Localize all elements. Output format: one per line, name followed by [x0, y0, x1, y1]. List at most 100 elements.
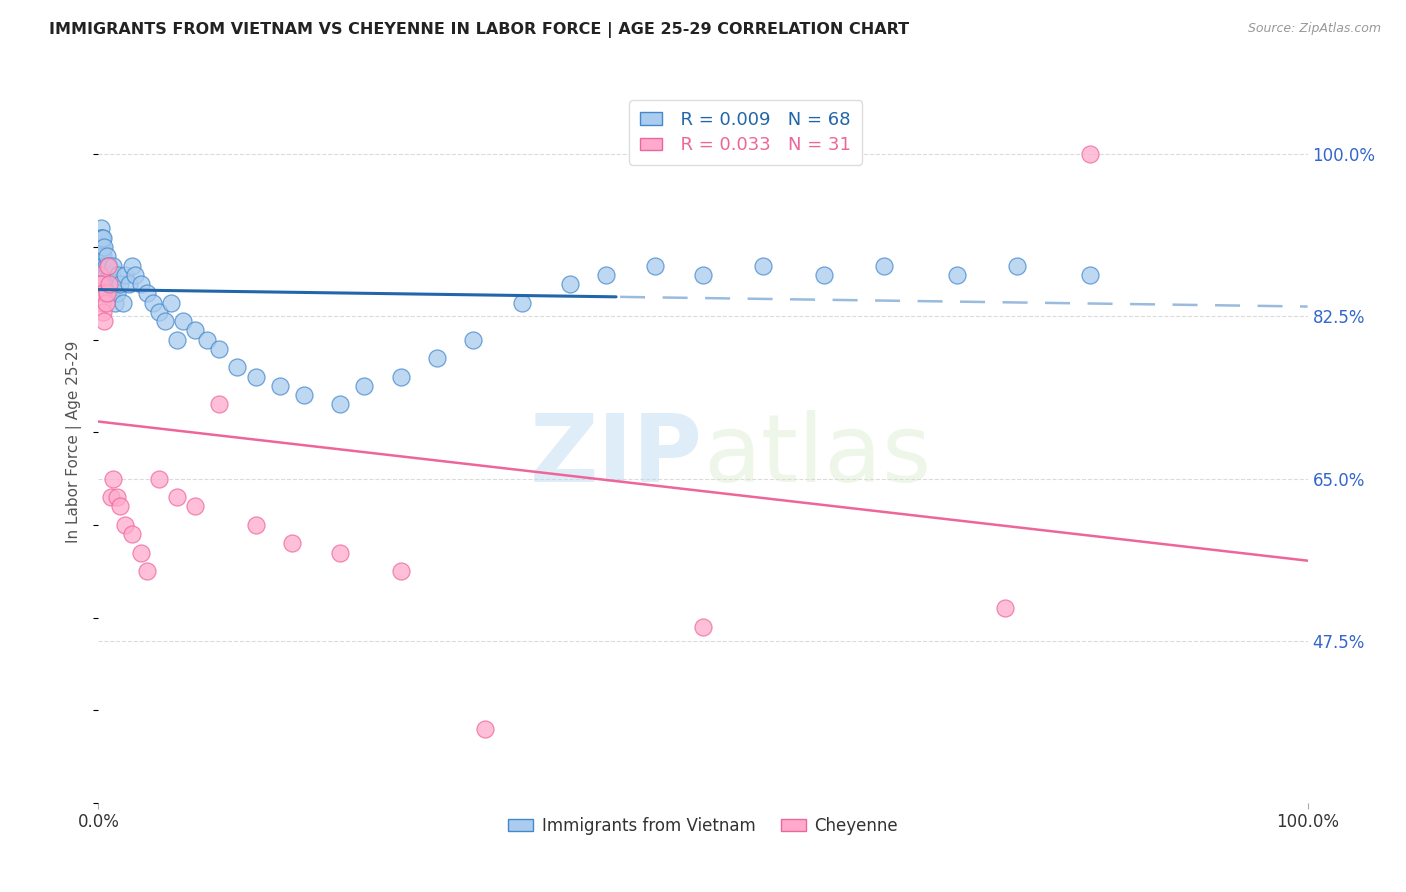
Point: [269, 379, 291, 393]
Point: [245, 369, 267, 384]
Point: [93, 314, 115, 328]
Point: [292, 388, 315, 402]
Point: [135, 564, 157, 578]
Point: [105, 286, 128, 301]
Point: [90, 249, 112, 263]
Point: [101, 259, 124, 273]
Point: [172, 314, 194, 328]
Point: [93, 240, 115, 254]
Point: [89, 277, 111, 291]
Point: [91, 259, 114, 273]
Point: [208, 342, 231, 356]
Point: [101, 472, 124, 486]
Point: [692, 620, 714, 634]
Point: [98, 259, 121, 273]
Text: atlas: atlas: [703, 410, 931, 502]
Point: [873, 259, 896, 273]
Point: [135, 286, 157, 301]
Point: [98, 277, 121, 291]
Point: [98, 268, 121, 282]
Point: [108, 277, 131, 291]
Point: [329, 546, 352, 560]
Point: [97, 259, 120, 273]
Point: [96, 249, 118, 263]
Point: [184, 500, 207, 514]
Point: [94, 259, 117, 273]
Point: [353, 379, 375, 393]
Point: [105, 490, 128, 504]
Y-axis label: In Labor Force | Age 25-29: In Labor Force | Age 25-29: [66, 341, 83, 542]
Point: [166, 490, 188, 504]
Text: ZIP: ZIP: [530, 410, 703, 502]
Point: [91, 249, 114, 263]
Point: [160, 295, 183, 310]
Point: [474, 722, 496, 736]
Point: [245, 517, 267, 532]
Point: [97, 286, 120, 301]
Point: [90, 221, 112, 235]
Point: [195, 333, 218, 347]
Point: [89, 268, 111, 282]
Point: [90, 231, 112, 245]
Point: [426, 351, 449, 366]
Point: [96, 286, 118, 301]
Point: [148, 472, 170, 486]
Legend: Immigrants from Vietnam, Cheyenne: Immigrants from Vietnam, Cheyenne: [502, 810, 904, 841]
Point: [510, 295, 533, 310]
Point: [129, 546, 152, 560]
Point: [100, 268, 122, 282]
Point: [118, 277, 141, 291]
Point: [389, 369, 412, 384]
Point: [97, 259, 120, 273]
Point: [114, 517, 136, 532]
Point: [94, 268, 117, 282]
Point: [153, 314, 176, 328]
Point: [1078, 147, 1101, 161]
Point: [91, 240, 114, 254]
Text: IMMIGRANTS FROM VIETNAM VS CHEYENNE IN LABOR FORCE | AGE 25-29 CORRELATION CHART: IMMIGRANTS FROM VIETNAM VS CHEYENNE IN L…: [49, 22, 910, 38]
Point: [644, 259, 666, 273]
Point: [91, 268, 114, 282]
Point: [103, 277, 125, 291]
Point: [226, 360, 249, 375]
Point: [91, 305, 114, 319]
Point: [129, 277, 152, 291]
Point: [94, 295, 117, 310]
Point: [91, 231, 114, 245]
Point: [994, 601, 1017, 615]
Point: [595, 268, 617, 282]
Point: [124, 268, 146, 282]
Point: [281, 536, 304, 550]
Point: [208, 397, 231, 411]
Point: [90, 277, 112, 291]
Point: [111, 295, 134, 310]
Point: [91, 286, 114, 301]
Point: [463, 333, 485, 347]
Point: [389, 564, 412, 578]
Point: [329, 397, 352, 411]
Point: [1078, 268, 1101, 282]
Point: [148, 305, 170, 319]
Point: [166, 333, 188, 347]
Point: [91, 259, 114, 273]
Text: Source: ZipAtlas.com: Source: ZipAtlas.com: [1247, 22, 1381, 36]
Point: [813, 268, 835, 282]
Point: [114, 268, 136, 282]
Point: [91, 295, 114, 310]
Point: [107, 268, 129, 282]
Point: [93, 277, 115, 291]
Point: [96, 277, 118, 291]
Point: [100, 286, 122, 301]
Point: [692, 268, 714, 282]
Point: [108, 500, 131, 514]
Point: [91, 231, 114, 245]
Point: [89, 231, 111, 245]
Point: [142, 295, 165, 310]
Point: [100, 277, 122, 291]
Point: [104, 295, 127, 310]
Point: [89, 240, 111, 254]
Point: [93, 268, 115, 282]
Point: [121, 259, 143, 273]
Point: [121, 527, 143, 541]
Point: [752, 259, 775, 273]
